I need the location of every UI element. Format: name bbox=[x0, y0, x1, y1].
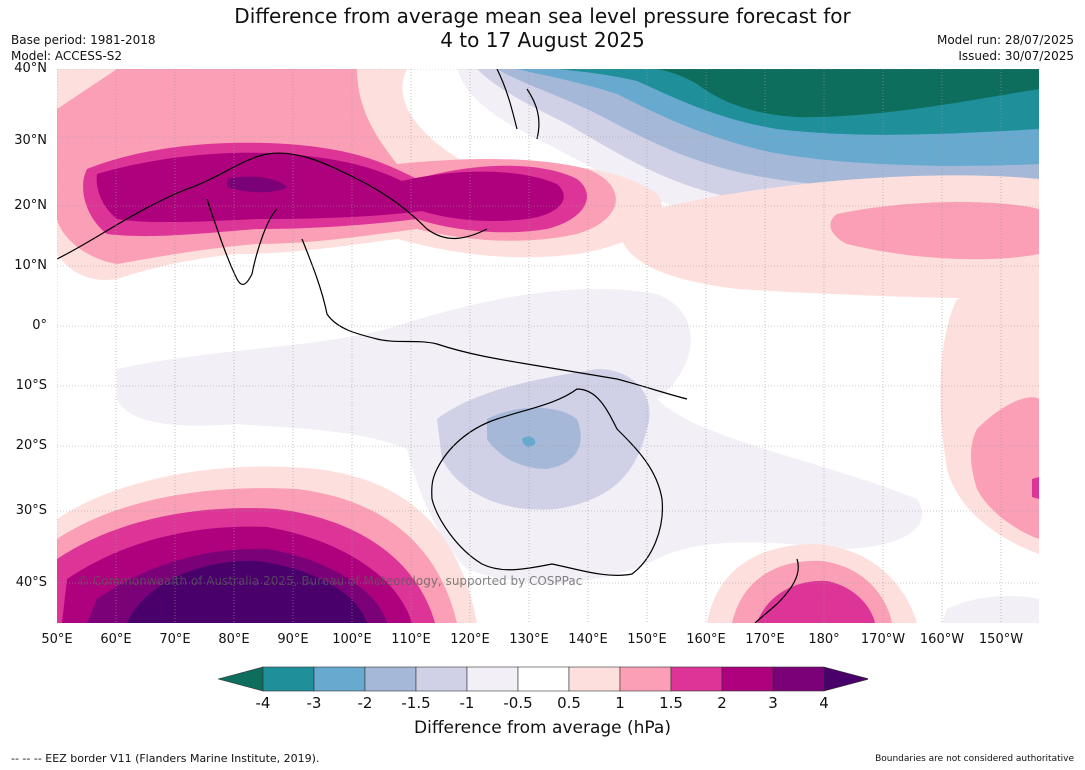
base-period-text: Base period: 1981-2018 bbox=[11, 33, 156, 47]
colorbar-tick-label: -2 bbox=[357, 694, 373, 712]
model-text: Model: ACCESS-S2 bbox=[11, 49, 123, 63]
north-pacific-low-anomaly bbox=[457, 69, 1039, 239]
title-line-1: Difference from average mean sea level p… bbox=[234, 4, 851, 28]
lon-label: 170°E bbox=[745, 632, 785, 647]
lon-label: 170°W bbox=[860, 632, 906, 647]
lon-label: 150°E bbox=[627, 632, 667, 647]
lat-label: 40°N bbox=[14, 61, 47, 76]
asia-high-anomaly bbox=[57, 69, 663, 280]
new-zealand-high-anomaly bbox=[707, 544, 917, 623]
lat-label: 30°N bbox=[14, 133, 47, 148]
south-pacific-east-high-anomaly bbox=[940, 290, 1039, 554]
lon-label: 180° bbox=[808, 632, 840, 647]
colorbar-extend-high bbox=[823, 666, 871, 692]
colorbar-tick-label: 2 bbox=[717, 694, 727, 712]
lat-label: 40°S bbox=[15, 575, 47, 590]
title-line-2: 4 to 17 August 2025 bbox=[440, 28, 645, 52]
india-coastline bbox=[206, 198, 278, 286]
boundaries-disclaimer: Boundaries are not considered authoritat… bbox=[875, 754, 1074, 764]
lon-label: 140°E bbox=[568, 632, 608, 647]
lon-label: 90°E bbox=[277, 632, 309, 647]
colorbar-segment bbox=[415, 666, 468, 692]
lon-label: 80°E bbox=[218, 632, 250, 647]
asia-coastline bbox=[57, 152, 488, 260]
lon-label: 110°E bbox=[391, 632, 431, 647]
colorbar-tick-label: -4 bbox=[255, 694, 271, 712]
colorbar-segment bbox=[262, 666, 315, 692]
colorbar-segment bbox=[466, 666, 519, 692]
colorbar-segment bbox=[721, 666, 774, 692]
map-svg bbox=[57, 69, 1039, 623]
model-info: Base period: 1981-2018 Model: ACCESS-S2 bbox=[11, 32, 156, 64]
colorbar-tick-label: 1 bbox=[615, 694, 625, 712]
coastlines bbox=[57, 69, 799, 623]
colorbar-segment bbox=[517, 666, 570, 692]
lat-label: 20°S bbox=[15, 438, 47, 453]
colorbar bbox=[216, 664, 871, 694]
colorbar-tick-label: -1 bbox=[459, 694, 475, 712]
lon-label: 60°E bbox=[100, 632, 132, 647]
colorbar-title: Difference from average (hPa) bbox=[414, 718, 671, 738]
lat-label: 30°S bbox=[15, 503, 47, 518]
colorbar-tick-label: -0.5 bbox=[503, 694, 533, 712]
southern-indian-ocean-high-anomaly bbox=[57, 466, 477, 623]
lat-label: 10°S bbox=[15, 378, 47, 393]
eez-border-note: -- -- -- EEZ border V11 (Flanders Marine… bbox=[11, 752, 320, 765]
lat-label: 10°N bbox=[14, 258, 47, 273]
colorbar-tick-label: 3 bbox=[768, 694, 778, 712]
lon-label: 70°E bbox=[159, 632, 191, 647]
pressure-anomaly-map bbox=[57, 69, 1039, 623]
colorbar-tick-label: -3 bbox=[306, 694, 322, 712]
lon-label: 130°E bbox=[509, 632, 549, 647]
lon-label: 160°E bbox=[686, 632, 726, 647]
colorbar-segment bbox=[313, 666, 366, 692]
lat-label: 20°N bbox=[14, 198, 47, 213]
issued-text: Issued: 30/07/2025 bbox=[958, 49, 1074, 63]
map-title: Difference from average mean sea level p… bbox=[0, 4, 1085, 52]
australia-coastline bbox=[431, 388, 664, 576]
lat-label: 0° bbox=[32, 318, 47, 333]
colorbar-segment bbox=[364, 666, 417, 692]
colorbar-tick-label: 4 bbox=[819, 694, 829, 712]
run-info: Model run: 28/07/2025 Issued: 30/07/2025 bbox=[937, 32, 1074, 64]
colorbar-segment bbox=[619, 666, 672, 692]
australia-low-anomaly bbox=[117, 288, 1039, 623]
lon-label: 50°E bbox=[41, 632, 73, 647]
lon-label: 100°E bbox=[332, 632, 372, 647]
lon-label: 150°W bbox=[978, 632, 1024, 647]
japan-coastline bbox=[496, 69, 540, 140]
model-run-text: Model run: 28/07/2025 bbox=[936, 33, 1074, 47]
colorbar-tick-label: 1.5 bbox=[659, 694, 683, 712]
colorbar-tick-label: -1.5 bbox=[401, 694, 431, 712]
colorbar-segment bbox=[670, 666, 723, 692]
colorbar-segment bbox=[772, 666, 825, 692]
colorbar-extend-low bbox=[216, 666, 264, 692]
lon-label: 120°E bbox=[450, 632, 490, 647]
new-zealand-coastline bbox=[754, 558, 799, 623]
maritime-continent-coastline bbox=[301, 238, 688, 400]
colorbar-segment bbox=[568, 666, 621, 692]
colorbar-tick-label: 0.5 bbox=[557, 694, 581, 712]
graticule bbox=[57, 69, 1039, 623]
copyright-notice: © Commonwealth of Australia 2025, Bureau… bbox=[77, 574, 583, 588]
lon-label: 160°W bbox=[919, 632, 965, 647]
colorbar-svg bbox=[216, 666, 871, 692]
